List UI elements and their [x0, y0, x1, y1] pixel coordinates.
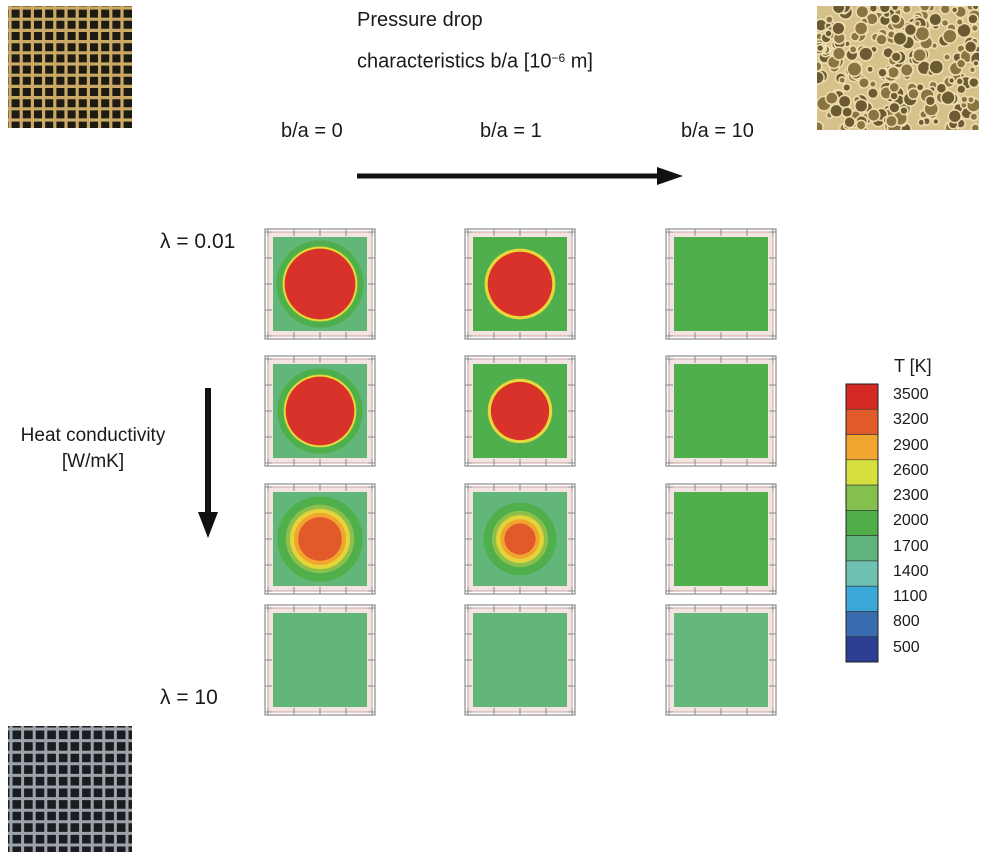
legend-value: 500	[893, 638, 920, 656]
legend-value: 2600	[893, 461, 929, 479]
legend-value: 2900	[893, 436, 929, 454]
simulation-cell	[264, 604, 376, 716]
legend-swatch	[845, 535, 879, 562]
simulation-cell	[665, 228, 777, 340]
title-line1: Pressure drop	[357, 9, 483, 31]
simulation-cell	[665, 604, 777, 716]
simulation-cell	[264, 355, 376, 467]
legend-value: 3500	[893, 386, 929, 403]
legend-swatch	[845, 484, 879, 511]
row-label-top: λ = 0.01	[160, 230, 236, 253]
simulation-cell	[464, 483, 576, 595]
legend-value: 1400	[893, 562, 929, 580]
simulation-cell	[665, 483, 777, 595]
title-line2: characteristics b/a [10−6 m]	[357, 50, 593, 73]
legend-value: 1700	[893, 537, 929, 555]
legend-swatch	[845, 560, 879, 587]
ceramic-foam-photo	[817, 6, 979, 130]
legend-value: 2000	[893, 512, 929, 530]
legend-title: T [K]	[894, 356, 932, 376]
simulation-grid	[264, 228, 777, 716]
legend-swatch	[845, 636, 879, 663]
column-label-ba-0: b/a = 0	[281, 120, 343, 142]
legend-swatch	[845, 383, 879, 410]
simulation-cell	[264, 483, 376, 595]
down-arrow-icon	[198, 388, 218, 538]
legend-value: 2300	[893, 487, 929, 505]
legend-value: 1100	[893, 588, 928, 606]
simulation-cell	[464, 355, 576, 467]
legend-value: 3200	[893, 411, 929, 429]
legend-swatch	[845, 408, 879, 435]
color-legend-bar	[845, 383, 879, 663]
simulation-cell	[264, 228, 376, 340]
ceramic-honeycomb-photo	[8, 6, 132, 128]
chart-title: Pressure drop characteristics b/a [10−6 …	[357, 8, 593, 74]
legend-swatch	[845, 585, 879, 612]
simulation-cell	[464, 604, 576, 716]
legend-swatch	[845, 434, 879, 461]
column-label-ba-1: b/a = 1	[480, 120, 542, 142]
right-arrow-icon	[357, 167, 683, 185]
row-label-bottom: λ = 10	[160, 686, 218, 709]
heat-conductivity-label: Heat conductivity [W/mK]	[20, 425, 166, 472]
legend-swatch	[845, 510, 879, 536]
column-label-ba-10: b/a = 10	[681, 120, 754, 142]
legend-swatch	[845, 611, 879, 638]
simulation-cell	[665, 355, 777, 467]
legend-value: 800	[893, 613, 920, 631]
metal-honeycomb-photo	[8, 726, 132, 852]
simulation-cell	[464, 228, 576, 340]
legend-swatch	[845, 459, 879, 486]
